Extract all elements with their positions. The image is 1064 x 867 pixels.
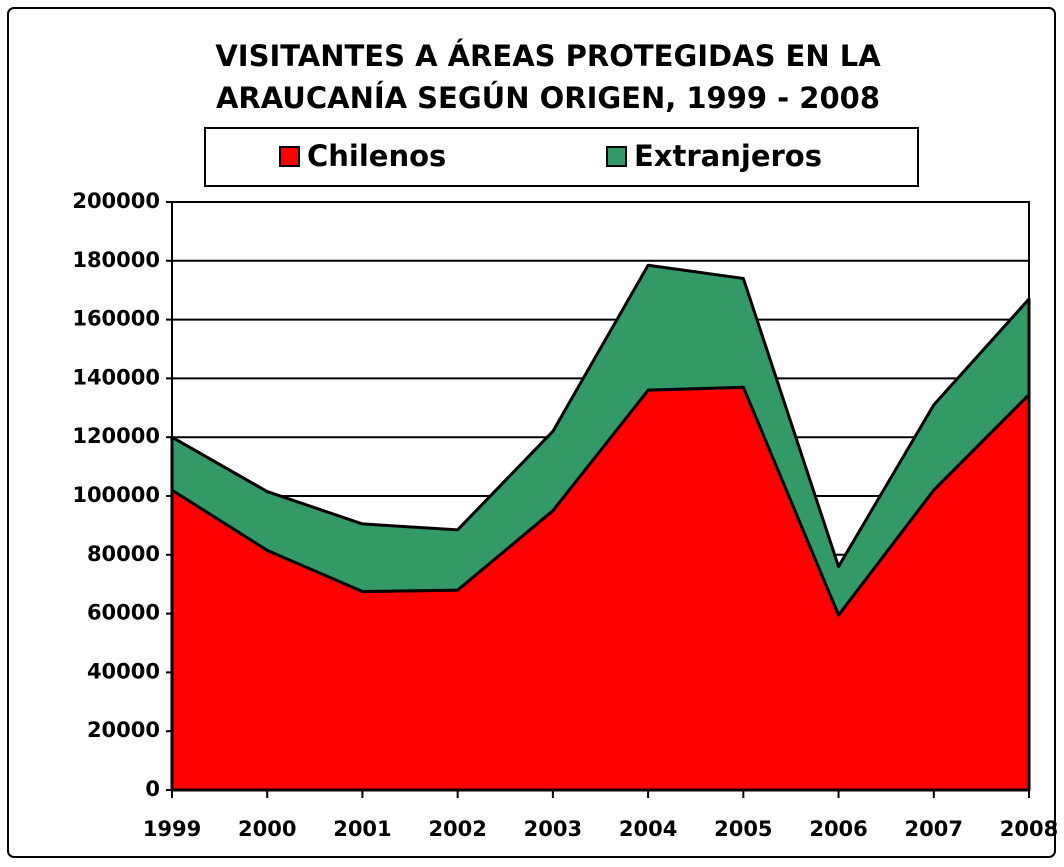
y-tick-label: 80000: [87, 542, 160, 566]
y-tick-label: 180000: [72, 248, 160, 272]
y-tick-label: 20000: [87, 718, 160, 742]
y-tick-label: 40000: [87, 659, 160, 683]
chart-title: VISITANTES A ÁREAS PROTEGIDAS EN LA: [215, 39, 881, 73]
legend-marker: [279, 146, 300, 167]
y-tick-label: 140000: [72, 365, 160, 389]
x-tick-label: 2006: [809, 817, 867, 841]
y-tick-label: 200000: [72, 189, 160, 213]
y-tick-label: 100000: [72, 483, 160, 507]
y-tick-label: 0: [145, 777, 160, 801]
y-tick-label: 120000: [72, 424, 160, 448]
x-tick-label: 2001: [333, 817, 391, 841]
legend-label: Extranjeros: [634, 139, 822, 173]
x-tick-label: 1999: [143, 817, 201, 841]
legend-marker: [606, 146, 627, 167]
legend-label: Chilenos: [307, 139, 446, 173]
x-tick-label: 2008: [1000, 817, 1058, 841]
chart-title: ARAUCANÍA SEGÚN ORIGEN, 1999 - 2008: [216, 81, 880, 115]
y-tick-label: 60000: [87, 601, 160, 625]
legend-box: [204, 127, 919, 187]
x-tick-label: 2005: [714, 817, 772, 841]
x-tick-label: 2003: [524, 817, 582, 841]
x-tick-label: 2004: [619, 817, 677, 841]
x-tick-label: 2007: [905, 817, 963, 841]
y-tick-label: 160000: [72, 307, 160, 331]
area: [170, 263, 1031, 617]
x-tick-label: 2002: [428, 817, 486, 841]
x-tick-label: 2000: [238, 817, 296, 841]
